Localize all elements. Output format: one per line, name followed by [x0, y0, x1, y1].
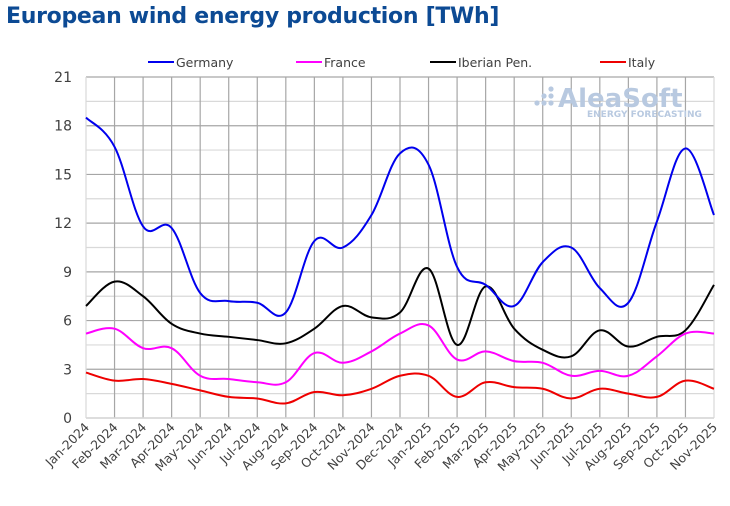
grid: [85, 76, 715, 419]
y-tick-label: 21: [54, 70, 72, 86]
legend-label: Germany: [176, 55, 234, 70]
y-tick-label: 6: [63, 314, 72, 330]
legend: Germany France Iberian Pen. Italy: [148, 55, 656, 70]
y-tick-label: 15: [54, 167, 72, 183]
chart-title: European wind energy production [TWh]: [6, 4, 500, 29]
y-tick-label: 3: [63, 362, 72, 378]
watermark-tagline: ENERGY FORECASTING: [587, 110, 702, 120]
aleasoft-logo-dots-icon: [534, 86, 554, 106]
y-tick-label: 9: [63, 265, 72, 281]
y-axis-ticks: 0 3 6 9 12 15 18 21: [54, 70, 72, 427]
series-line-iberian-pen: [85, 267, 715, 359]
series-line-germany: [85, 116, 715, 317]
series-lines: [85, 116, 715, 405]
legend-label: Italy: [628, 55, 656, 70]
legend-item-iberian-pen: Iberian Pen.: [430, 55, 532, 70]
legend-label: France: [324, 55, 366, 70]
watermark-brand: AleaSoft: [558, 84, 683, 114]
y-tick-label: 12: [54, 216, 72, 232]
legend-item-italy: Italy: [600, 55, 656, 70]
x-axis-ticks: Jan-2024Feb-2024Mar-2024Apr-2024May-2024…: [41, 419, 720, 473]
legend-item-france: France: [296, 55, 366, 70]
legend-item-germany: Germany: [148, 55, 234, 70]
y-tick-label: 18: [54, 119, 72, 135]
aleasoft-watermark: AleaSoft ENERGY FORECASTING: [534, 84, 702, 120]
legend-label: Iberian Pen.: [458, 55, 532, 70]
y-tick-label: 0: [63, 411, 72, 427]
